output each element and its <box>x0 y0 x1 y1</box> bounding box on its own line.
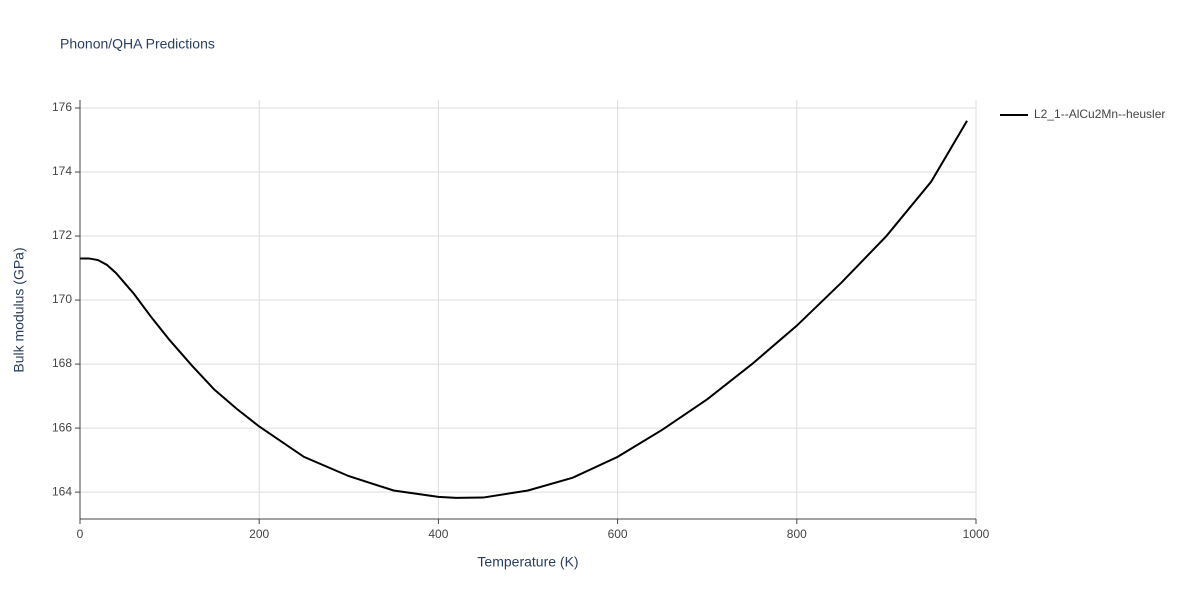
line-series <box>80 120 968 499</box>
y-tick-label: 168 <box>52 356 72 370</box>
x-tick-label: 1000 <box>963 527 990 541</box>
x-axis-title: Temperature (K) <box>477 554 578 570</box>
y-tick-label: 174 <box>52 164 72 178</box>
x-tick-label: 600 <box>608 527 628 541</box>
x-tick-label: 400 <box>428 527 448 541</box>
x-tick-label: 0 <box>77 527 84 541</box>
legend-label: L2_1--AlCu2Mn--heusler <box>1034 107 1165 121</box>
y-tick-label: 164 <box>52 484 72 498</box>
y-tick-label: 172 <box>52 228 72 242</box>
y-tick-label: 176 <box>52 100 72 114</box>
y-tick-label: 166 <box>52 420 72 434</box>
chart-title: Phonon/QHA Predictions <box>60 36 215 52</box>
x-tick-label: 200 <box>249 527 269 541</box>
y-tick-label: 170 <box>52 292 72 306</box>
x-tick-label: 800 <box>787 527 807 541</box>
y-axis-title: Bulk modulus (GPa) <box>11 247 27 372</box>
